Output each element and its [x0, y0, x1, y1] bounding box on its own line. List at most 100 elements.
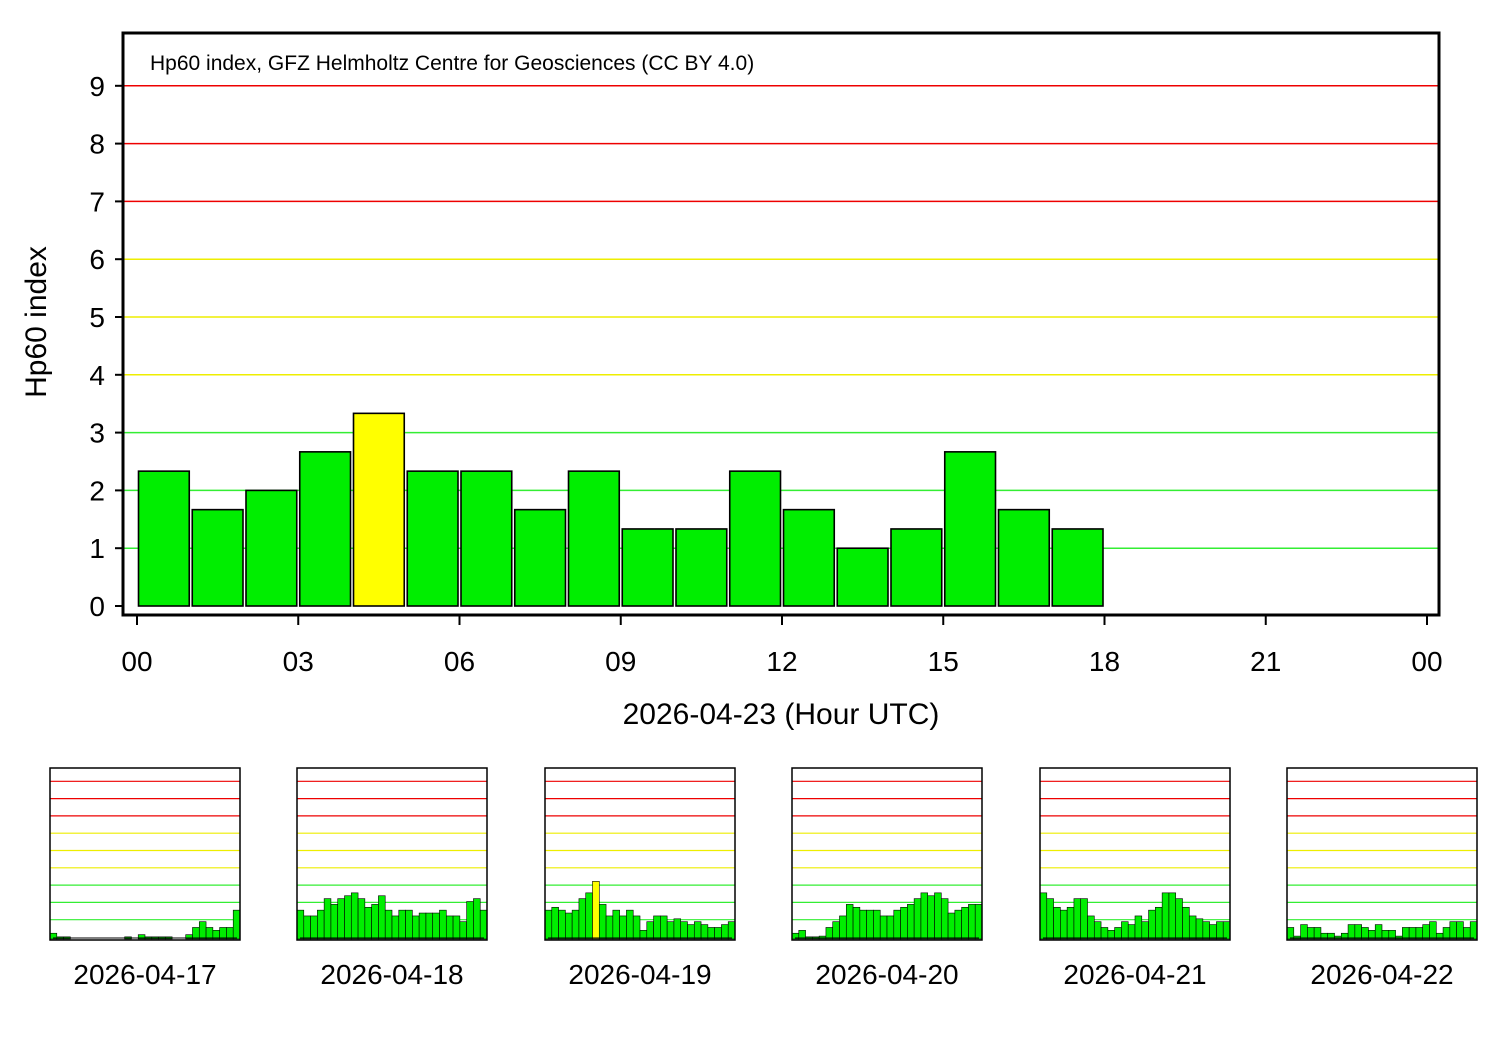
mini-bar-3 — [1307, 927, 1315, 940]
mini-bar-16 — [405, 909, 413, 940]
mini-bar-21 — [192, 927, 200, 940]
mini-bar-23 — [1442, 927, 1451, 940]
y-axis-ticks: 0 1 2 3 4 5 6 7 8 9 — [89, 71, 123, 622]
mini-bar-5 — [330, 904, 339, 940]
mini-bar-15 — [893, 909, 901, 940]
mini-bar-15 — [646, 921, 654, 940]
mini-bar-16 — [653, 915, 661, 940]
mini-bar-18 — [1161, 892, 1170, 940]
mini-bar-14 — [391, 915, 400, 940]
bar-hour-9 — [621, 528, 674, 607]
mini-bar-20 — [1422, 924, 1430, 940]
mini-bar-19 — [920, 892, 929, 940]
bar-hour-14 — [890, 528, 943, 607]
day-panel-2026-04-19: 2026-04-19 — [544, 767, 736, 990]
mini-bar-19 — [1168, 892, 1177, 940]
x-tick-label-1: 03 — [283, 646, 314, 677]
day-panel-2026-04-21: 2026-04-21 — [1039, 767, 1231, 990]
mini-frame — [49, 767, 241, 941]
mini-bar-10 — [859, 909, 867, 940]
mini-bar-3 — [1060, 909, 1068, 940]
mini-bar-2 — [1053, 906, 1061, 940]
x-tick-label-3: 09 — [605, 646, 636, 677]
bar-hour-7 — [513, 508, 567, 607]
mini-bar-11 — [866, 909, 874, 940]
mini-bar-13 — [1127, 924, 1136, 940]
bar-hour-4 — [352, 412, 406, 607]
y-tick-label-1: 1 — [89, 533, 105, 564]
mini-frame — [1286, 767, 1478, 941]
day-panel-2026-04-18: 2026-04-18 — [296, 767, 488, 990]
mini-bar-26 — [721, 924, 729, 940]
mini-bar-13 — [384, 909, 393, 940]
mini-bar-21 — [1429, 921, 1437, 940]
mini-bar-26 — [968, 904, 976, 940]
mini-bar-7 — [839, 915, 847, 940]
x-axis-ticks: 00 03 06 09 12 15 18 21 00 — [121, 615, 1443, 677]
mini-bar-19 — [673, 918, 682, 940]
bar-hour-15 — [943, 451, 997, 607]
x-tick-label-4: 12 — [766, 646, 797, 677]
y-tick-label-0: 0 — [89, 591, 105, 622]
mini-bar-0 — [544, 909, 553, 940]
mini-bar-27 — [479, 909, 488, 940]
mini-bar-13 — [1374, 924, 1383, 940]
mini-bar-4 — [571, 909, 580, 940]
mini-bar-5 — [578, 898, 587, 940]
mini-bar-7 — [592, 881, 600, 940]
day-panel-2026-04-20: 2026-04-20 — [791, 767, 983, 990]
y-tick-label-2: 2 — [89, 475, 105, 506]
mini-bar-23 — [452, 915, 461, 940]
mini-bar-20 — [927, 895, 935, 940]
mini-bar-9 — [1100, 927, 1109, 940]
mini-bar-16 — [900, 906, 908, 940]
mini-bar-12 — [626, 909, 634, 940]
mini-bar-13 — [879, 915, 888, 940]
mini-bar-23 — [1195, 918, 1204, 940]
day-panel-label: 2026-04-18 — [320, 959, 463, 990]
day-panel-label: 2026-04-17 — [73, 959, 216, 990]
mini-bar-1 — [551, 906, 559, 940]
mini-bar-21 — [439, 909, 447, 940]
mini-bar-14 — [886, 915, 895, 940]
mini-bar-14 — [1134, 915, 1143, 940]
mini-bar-27 — [1222, 921, 1231, 940]
x-axis-label: 2026-04-23 (Hour UTC) — [623, 698, 940, 731]
x-tick-label-5: 15 — [928, 646, 959, 677]
bar-hour-8 — [567, 470, 621, 607]
bar-hour-10 — [675, 528, 728, 607]
day-panel-label: 2026-04-22 — [1310, 959, 1453, 990]
mini-bar-20 — [1175, 898, 1183, 940]
x-tick-label-6: 18 — [1089, 646, 1120, 677]
mini-bar-22 — [940, 898, 949, 940]
mini-bar-9 — [357, 898, 366, 940]
mini-bar-19 — [425, 912, 434, 940]
bar-hour-5 — [406, 470, 459, 607]
bar-hour-13 — [836, 547, 889, 607]
bar-hour-3 — [298, 451, 352, 607]
y-tick-label-8: 8 — [89, 129, 105, 160]
y-tick-label-7: 7 — [89, 186, 105, 217]
mini-bar-24 — [1202, 921, 1210, 940]
mini-bar-25 — [1456, 921, 1464, 940]
mini-bar-8 — [1093, 921, 1102, 940]
mini-bar-17 — [1155, 906, 1163, 940]
mini-frame — [1039, 767, 1231, 941]
mini-bar-22 — [445, 915, 454, 940]
mini-bar-24 — [1449, 921, 1457, 940]
mini-frame — [791, 767, 983, 941]
mini-bar-7 — [344, 895, 352, 940]
day-panel-2026-04-17: 2026-04-17 — [49, 767, 241, 990]
mini-bar-18 — [913, 898, 922, 940]
mini-bar-19 — [1415, 927, 1424, 940]
mini-bar-8 — [598, 904, 607, 940]
mini-bar-13 — [632, 915, 641, 940]
mini-bar-10 — [1354, 924, 1362, 940]
mini-bar-23 — [700, 924, 709, 940]
mini-bar-4 — [1313, 927, 1322, 940]
mini-bar-6 — [585, 892, 593, 940]
mini-bar-27 — [1469, 921, 1478, 940]
bar-hour-16 — [997, 508, 1051, 607]
bar-hour-0 — [137, 470, 191, 607]
